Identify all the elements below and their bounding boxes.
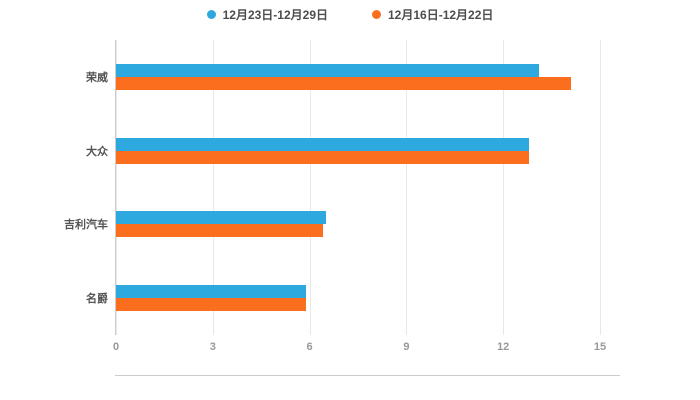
- bar-series1-名爵: [116, 298, 307, 312]
- bar-chart: 荣威大众吉利汽车名爵 0 3 6 9 12 15: [0, 40, 700, 376]
- x-axis-tick-label: 15: [593, 341, 607, 353]
- x-axis-tick-label: 3: [209, 341, 216, 353]
- bar-series0-吉利汽车: [116, 211, 326, 225]
- plot-area: 0 3 6 9 12 15: [113, 40, 606, 353]
- x-axis-tick-label: 0: [112, 341, 120, 353]
- gridline: [309, 40, 311, 335]
- gridline: [212, 40, 214, 335]
- category-label: 吉利汽车: [64, 219, 108, 232]
- x-axis-tick-label: 9: [403, 341, 410, 353]
- legend-label: 12月23日-12月29日: [222, 8, 328, 22]
- gridline: [503, 40, 505, 335]
- legend-item-1[interactable]: 12月16日-12月22日: [372, 6, 493, 23]
- bar-series1-荣威: [116, 76, 571, 90]
- category-label: 荣威: [86, 71, 108, 84]
- legend-item-0[interactable]: 12月23日-12月29日: [206, 6, 328, 23]
- legend-marker-icon: [206, 10, 216, 19]
- x-axis-tick-label: 12: [497, 341, 510, 353]
- gridline: [600, 40, 601, 335]
- category-label: 名爵: [86, 293, 108, 306]
- bar-series0-大众: [116, 137, 529, 151]
- x-axis-line: [115, 375, 620, 376]
- y-axis-category-labels: 荣威大众吉利汽车名爵: [0, 40, 108, 335]
- bar-series1-吉利汽车: [116, 224, 323, 238]
- legend-marker-icon: [372, 10, 381, 19]
- bar-series0-名爵: [116, 285, 307, 299]
- bar-series0-荣威: [116, 63, 539, 77]
- legend: 12月23日-12月29日 12月16日-12月22日: [0, 6, 700, 23]
- bar-series1-大众: [116, 150, 529, 164]
- category-label: 大众: [86, 145, 108, 158]
- gridline: [116, 40, 117, 335]
- legend-label: 12月16日-12月22日: [388, 8, 494, 22]
- gridline: [406, 40, 408, 335]
- x-axis-tick-label: 6: [306, 341, 313, 353]
